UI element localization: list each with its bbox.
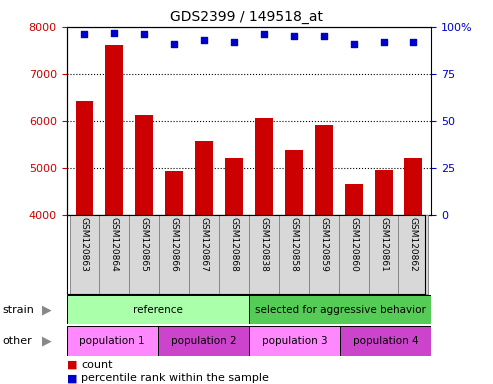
- Point: [410, 39, 418, 45]
- Bar: [75, 101, 94, 215]
- Point: [141, 31, 148, 38]
- Bar: [279, 215, 309, 294]
- Bar: [165, 171, 183, 215]
- Text: GSM120859: GSM120859: [319, 217, 328, 272]
- Point: [110, 30, 118, 36]
- Bar: [249, 326, 340, 356]
- Bar: [129, 215, 159, 294]
- Text: GSM120868: GSM120868: [230, 217, 239, 272]
- Text: ▶: ▶: [42, 303, 52, 316]
- Text: percentile rank within the sample: percentile rank within the sample: [81, 373, 269, 383]
- Text: GSM120861: GSM120861: [379, 217, 388, 272]
- Text: selected for aggressive behavior: selected for aggressive behavior: [255, 305, 425, 314]
- Point: [380, 39, 387, 45]
- Point: [320, 33, 328, 40]
- Bar: [309, 215, 339, 294]
- Bar: [398, 215, 428, 294]
- Point: [170, 41, 178, 47]
- Text: GSM120838: GSM120838: [259, 217, 268, 272]
- Bar: [189, 215, 219, 294]
- Text: GSM120863: GSM120863: [80, 217, 89, 272]
- Bar: [195, 141, 213, 215]
- Bar: [315, 125, 333, 215]
- Point: [350, 41, 357, 47]
- Text: GSM120867: GSM120867: [200, 217, 209, 272]
- Bar: [345, 184, 362, 215]
- Point: [260, 31, 268, 38]
- Text: ■: ■: [67, 373, 77, 383]
- Bar: [106, 45, 123, 215]
- Bar: [219, 215, 249, 294]
- Bar: [225, 158, 243, 215]
- Bar: [67, 295, 249, 324]
- Text: population 3: population 3: [262, 336, 327, 346]
- Bar: [369, 215, 398, 294]
- Text: population 2: population 2: [171, 336, 236, 346]
- Bar: [100, 215, 129, 294]
- Bar: [285, 150, 303, 215]
- Text: other: other: [2, 336, 32, 346]
- Text: GDS2399 / 149518_at: GDS2399 / 149518_at: [170, 10, 323, 23]
- Bar: [70, 215, 100, 294]
- Bar: [249, 215, 279, 294]
- Bar: [340, 326, 431, 356]
- Text: population 1: population 1: [79, 336, 145, 346]
- Bar: [404, 158, 423, 215]
- Text: count: count: [81, 360, 113, 370]
- Text: GSM120862: GSM120862: [409, 217, 418, 272]
- Text: ■: ■: [67, 360, 77, 370]
- Text: GSM120866: GSM120866: [170, 217, 178, 272]
- Text: GSM120864: GSM120864: [110, 217, 119, 272]
- Text: GSM120865: GSM120865: [140, 217, 149, 272]
- Bar: [339, 215, 369, 294]
- Text: ▶: ▶: [42, 335, 52, 348]
- Bar: [67, 326, 158, 356]
- Point: [230, 39, 238, 45]
- Text: GSM120860: GSM120860: [349, 217, 358, 272]
- Text: reference: reference: [133, 305, 183, 314]
- Point: [200, 37, 208, 43]
- Point: [290, 33, 298, 40]
- Text: strain: strain: [2, 305, 35, 314]
- Point: [80, 31, 88, 38]
- Bar: [159, 215, 189, 294]
- Bar: [136, 115, 153, 215]
- Bar: [255, 118, 273, 215]
- Bar: [375, 170, 392, 215]
- Bar: [249, 295, 431, 324]
- Bar: [158, 326, 249, 356]
- Text: population 4: population 4: [353, 336, 419, 346]
- Text: GSM120858: GSM120858: [289, 217, 298, 272]
